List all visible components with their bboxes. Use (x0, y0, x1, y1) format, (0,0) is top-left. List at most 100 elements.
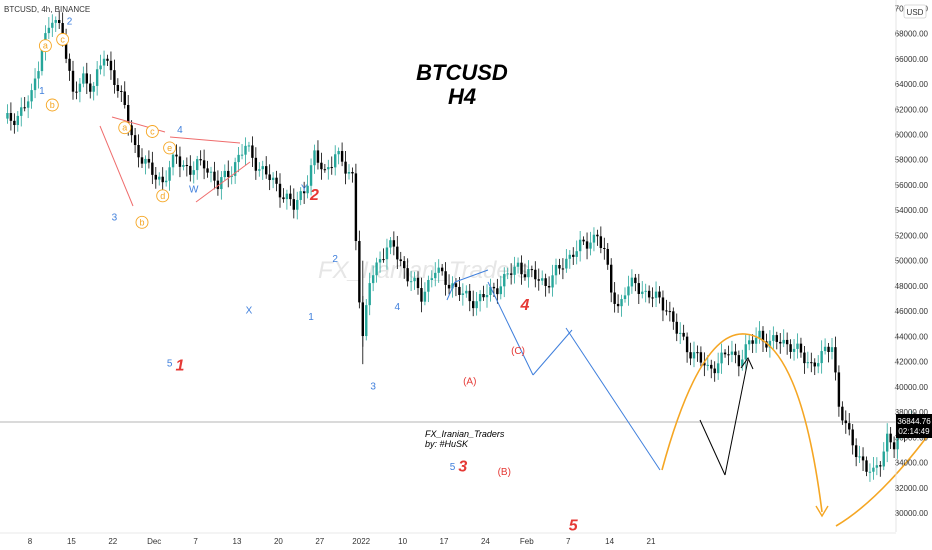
annotation-line (565, 327, 661, 471)
x-tick-label: 7 (193, 537, 198, 546)
y-tick-label: 64000.00 (895, 80, 929, 89)
circle-wave-ring (135, 215, 149, 229)
candle-body (779, 341, 782, 344)
candle (47, 17, 51, 40)
candle (164, 170, 168, 187)
price-axis[interactable]: 30000.0032000.0034000.0036000.0038000.00… (895, 0, 929, 532)
candle-body (806, 362, 810, 364)
circle-wave-text: a (43, 41, 48, 51)
candle (351, 167, 354, 183)
circle-wave-ring (45, 98, 59, 112)
y-tick-label: 44000.00 (895, 332, 929, 341)
candle (316, 140, 320, 170)
candle (33, 68, 37, 99)
x-tick-label: 8 (28, 537, 33, 546)
candle-body (54, 20, 57, 23)
candle-body (120, 91, 123, 93)
candle-body (672, 311, 675, 322)
candle-body (765, 341, 768, 348)
y-tick-label: 42000.00 (895, 358, 929, 367)
candle (227, 160, 230, 188)
candle-body (189, 165, 192, 175)
time-axis[interactable]: 8 15 22 Dec 7 13 20 27 2022 10 17 24 Feb 7 14 21 (0, 532, 896, 546)
candle (458, 276, 461, 301)
candle (130, 120, 133, 143)
candle (413, 271, 416, 290)
candle-body (461, 293, 465, 295)
candle-body (668, 311, 672, 313)
candle-body (782, 339, 785, 344)
candle-body (730, 351, 734, 355)
candle-body (327, 167, 330, 170)
candle-body (299, 191, 302, 200)
candle (527, 260, 530, 288)
candle-body (716, 363, 720, 374)
candle (113, 59, 116, 94)
candle (489, 278, 492, 302)
candle-body (634, 277, 637, 284)
candle (730, 340, 734, 363)
candle (378, 251, 382, 273)
candle-body (713, 368, 716, 374)
x-tick-label: 7 (566, 537, 571, 546)
candle-body (95, 69, 99, 86)
candle (16, 111, 19, 132)
currency-badge[interactable] (903, 4, 927, 19)
candle (848, 413, 851, 436)
candle-body (413, 277, 416, 282)
candle-body (389, 240, 392, 248)
candle-body (872, 467, 875, 472)
circle-wave-ring (163, 141, 177, 155)
candle-body (127, 104, 130, 126)
candle (133, 127, 137, 154)
candle-body (147, 158, 151, 163)
candle-body (841, 406, 844, 421)
candle-body (892, 442, 896, 450)
candle (327, 159, 330, 180)
candle-body (558, 265, 561, 269)
candle-body (527, 269, 530, 278)
candle (672, 307, 675, 330)
candle (516, 257, 520, 274)
candle-body (99, 65, 102, 70)
candle-body (875, 465, 879, 468)
candle-body (823, 346, 827, 352)
candle (99, 54, 102, 75)
wave-label-blue: W (189, 185, 199, 196)
chart-title-line1: BTCUSD (416, 60, 508, 85)
candle-body (744, 344, 747, 360)
candle-body (761, 330, 765, 342)
wave-label-blue: 4 (395, 302, 401, 313)
candle (116, 78, 120, 98)
candle (792, 339, 796, 361)
candle-body (365, 305, 368, 337)
candle-body (454, 283, 458, 287)
candle-body (603, 247, 606, 249)
candle (572, 247, 575, 265)
candle (140, 148, 144, 169)
candle-body (37, 71, 40, 79)
candle-body (20, 107, 23, 116)
candle (278, 173, 282, 208)
candle (858, 445, 861, 464)
candle (485, 284, 489, 308)
annotation-line (169, 136, 241, 144)
candle-body (710, 364, 713, 369)
candle (523, 263, 527, 281)
candle (454, 277, 458, 297)
candle (265, 156, 268, 179)
candle-body (144, 158, 147, 164)
candle-body (447, 284, 451, 289)
candle-body (133, 135, 137, 145)
candle (665, 299, 668, 316)
candle-body (620, 299, 623, 307)
candle (406, 258, 409, 287)
circle-wave-label: d (156, 189, 170, 203)
candle-body (230, 175, 233, 177)
candle-body (775, 335, 778, 342)
candle (775, 331, 778, 350)
candle (254, 147, 258, 180)
projection-arrowhead (740, 356, 754, 370)
